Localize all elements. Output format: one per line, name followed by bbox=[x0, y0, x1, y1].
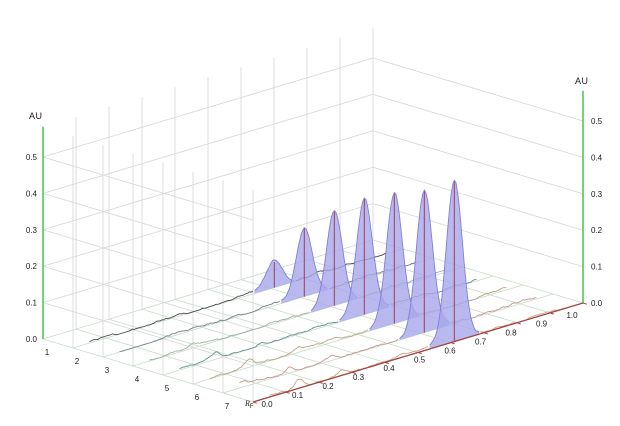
peak-outline-track-2 bbox=[281, 227, 328, 301]
grid-line bbox=[42, 302, 254, 366]
right-au-axis-title: AU bbox=[575, 76, 589, 86]
rf-tick bbox=[285, 391, 290, 394]
grid-line bbox=[372, 130, 584, 195]
grid-line bbox=[42, 166, 374, 267]
grid-line bbox=[75, 328, 287, 393]
wall-grids bbox=[42, 27, 584, 402]
trace-track-7-seg1 bbox=[269, 346, 429, 396]
rf-axis-title: RF bbox=[245, 399, 254, 410]
grid-line bbox=[372, 57, 584, 122]
rf-tick bbox=[582, 302, 587, 305]
track-label: 5 bbox=[165, 384, 170, 393]
right-au-tick-label: 0.5 bbox=[591, 117, 603, 126]
rf-tick-label: 0.9 bbox=[536, 320, 548, 329]
grid-line bbox=[108, 318, 320, 383]
grid-line bbox=[42, 156, 254, 221]
rf-tick-label: 0.5 bbox=[414, 355, 426, 364]
rf-tick bbox=[516, 322, 521, 325]
left-au-axis: 0.0 0.1 0.2 0.3 0.4 0.5 bbox=[26, 126, 44, 344]
left-au-axis-title: AU bbox=[29, 111, 43, 121]
trace-track-6-seg1 bbox=[239, 338, 399, 384]
trace-track-2-seg1 bbox=[119, 300, 280, 353]
right-au-tick-label: 0.0 bbox=[591, 299, 603, 308]
rf-axis-title-main: R bbox=[245, 399, 250, 408]
rf-axis: 0.0 0.1 0.2 0.3 0.4 0.5 0.6 0.7 0.8 0.9 1.0 bbox=[252, 302, 587, 409]
left-au-tick-label: 0.0 bbox=[26, 335, 38, 344]
trace-track-5-seg1 bbox=[209, 329, 369, 379]
grid-line bbox=[141, 308, 353, 373]
rf-tick-label: 0.1 bbox=[292, 391, 304, 400]
trace-track-4-seg1 bbox=[179, 321, 339, 370]
rf-axis-title-sub: F bbox=[249, 404, 254, 410]
rf-tick bbox=[450, 342, 455, 345]
left-au-tick-label: 0.2 bbox=[26, 262, 38, 271]
track-label: 4 bbox=[135, 375, 140, 384]
grid-line bbox=[372, 94, 584, 158]
rf-tick-label: 0.7 bbox=[475, 338, 487, 347]
grid-line bbox=[42, 130, 374, 231]
right-au-tick-label: 0.1 bbox=[591, 263, 603, 272]
track-label: 3 bbox=[105, 366, 110, 375]
grid-line bbox=[207, 289, 419, 353]
right-au-tick-label: 0.2 bbox=[591, 226, 603, 235]
rf-tick-label: 0.0 bbox=[261, 400, 273, 409]
rf-tick bbox=[417, 352, 422, 355]
grid-line bbox=[42, 203, 374, 303]
rf-tick-label: 0.8 bbox=[505, 329, 517, 338]
grid-line bbox=[372, 203, 584, 267]
peak-outline-track-3 bbox=[310, 209, 358, 311]
track-7 bbox=[269, 179, 567, 396]
peak-outline-track-7 bbox=[429, 179, 480, 346]
left-au-tick-label: 0.4 bbox=[26, 189, 38, 198]
track-label: 6 bbox=[195, 393, 200, 402]
tracks bbox=[89, 179, 567, 396]
track-axis-labels: 1 2 3 4 5 6 7 bbox=[45, 348, 230, 411]
grid-line bbox=[372, 239, 584, 304]
rf-tick bbox=[252, 401, 257, 404]
rf-tick bbox=[318, 381, 323, 384]
rf-tick-label: 0.6 bbox=[444, 346, 456, 355]
rf-tick-label: 1.0 bbox=[566, 311, 578, 320]
left-au-tick-label: 0.3 bbox=[26, 226, 38, 235]
peak-outline-track-1 bbox=[254, 259, 295, 291]
track-label: 2 bbox=[75, 357, 80, 366]
rf-tick-label: 0.3 bbox=[353, 373, 365, 382]
right-au-tick-label: 0.3 bbox=[591, 190, 603, 199]
rf-tick bbox=[384, 361, 389, 365]
grid-line bbox=[174, 299, 386, 363]
track-label: 1 bbox=[45, 348, 50, 357]
grid-line bbox=[372, 166, 584, 231]
right-au-axis: 0.0 0.1 0.2 0.3 0.4 0.5 bbox=[582, 90, 603, 308]
trace-track-1-seg1 bbox=[89, 290, 254, 343]
rf-tick-label: 0.2 bbox=[322, 382, 334, 391]
rf-tick-label: 0.4 bbox=[383, 364, 395, 373]
track-label: 7 bbox=[225, 402, 230, 411]
grid-line bbox=[42, 265, 254, 330]
left-au-tick-label: 0.1 bbox=[26, 299, 38, 308]
left-au-tick-label: 0.5 bbox=[26, 153, 38, 162]
grid-line bbox=[42, 57, 374, 158]
rf-tick bbox=[549, 312, 554, 315]
grid-line bbox=[42, 338, 254, 403]
grid-line bbox=[42, 229, 254, 294]
track-3 bbox=[149, 209, 447, 361]
rf-tick bbox=[351, 371, 356, 374]
grid-line bbox=[42, 94, 374, 194]
grid-line bbox=[42, 193, 254, 257]
trace-track-3-seg1 bbox=[149, 312, 310, 361]
right-au-tick-label: 0.4 bbox=[591, 153, 603, 162]
rf-tick bbox=[483, 332, 488, 335]
